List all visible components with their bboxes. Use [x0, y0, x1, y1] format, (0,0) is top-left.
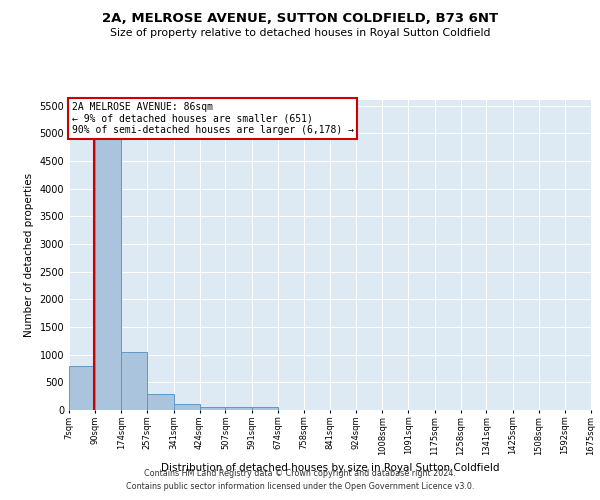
Bar: [252, 407, 278, 410]
Y-axis label: Number of detached properties: Number of detached properties: [24, 173, 34, 337]
Bar: [226, 407, 252, 410]
Text: Contains HM Land Registry data © Crown copyright and database right 2024.: Contains HM Land Registry data © Crown c…: [144, 468, 456, 477]
Bar: [95, 108, 121, 410]
Bar: [121, 352, 147, 410]
Text: 2A, MELROSE AVENUE, SUTTON COLDFIELD, B73 6NT: 2A, MELROSE AVENUE, SUTTON COLDFIELD, B7…: [102, 12, 498, 26]
X-axis label: Distribution of detached houses by size in Royal Sutton Coldfield: Distribution of detached houses by size …: [161, 463, 499, 473]
Text: Contains public sector information licensed under the Open Government Licence v3: Contains public sector information licen…: [126, 482, 474, 491]
Bar: [69, 366, 95, 410]
Bar: [199, 406, 226, 410]
Bar: [173, 404, 200, 410]
Text: Size of property relative to detached houses in Royal Sutton Coldfield: Size of property relative to detached ho…: [110, 28, 490, 38]
Text: 2A MELROSE AVENUE: 86sqm
← 9% of detached houses are smaller (651)
90% of semi-d: 2A MELROSE AVENUE: 86sqm ← 9% of detache…: [71, 102, 353, 134]
Bar: [147, 394, 173, 410]
